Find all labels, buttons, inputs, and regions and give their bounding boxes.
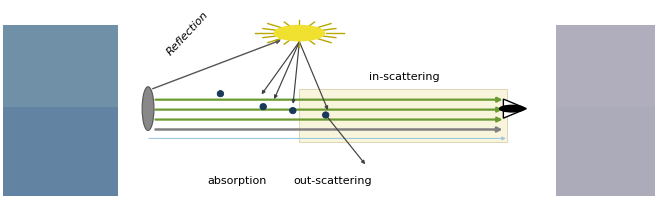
FancyBboxPatch shape [556,107,655,196]
Text: out-scattering: out-scattering [293,176,372,186]
FancyBboxPatch shape [299,89,507,142]
FancyBboxPatch shape [3,107,118,196]
Circle shape [274,26,324,41]
Text: Reflection: Reflection [164,9,211,57]
Ellipse shape [142,87,154,130]
Text: absorption: absorption [207,176,266,186]
Ellipse shape [322,112,329,118]
Ellipse shape [217,90,224,97]
Ellipse shape [260,103,266,110]
FancyBboxPatch shape [3,25,118,196]
Ellipse shape [290,107,296,114]
Text: in-scattering: in-scattering [369,72,440,82]
Polygon shape [503,99,526,118]
Circle shape [499,105,525,113]
FancyBboxPatch shape [556,25,655,196]
